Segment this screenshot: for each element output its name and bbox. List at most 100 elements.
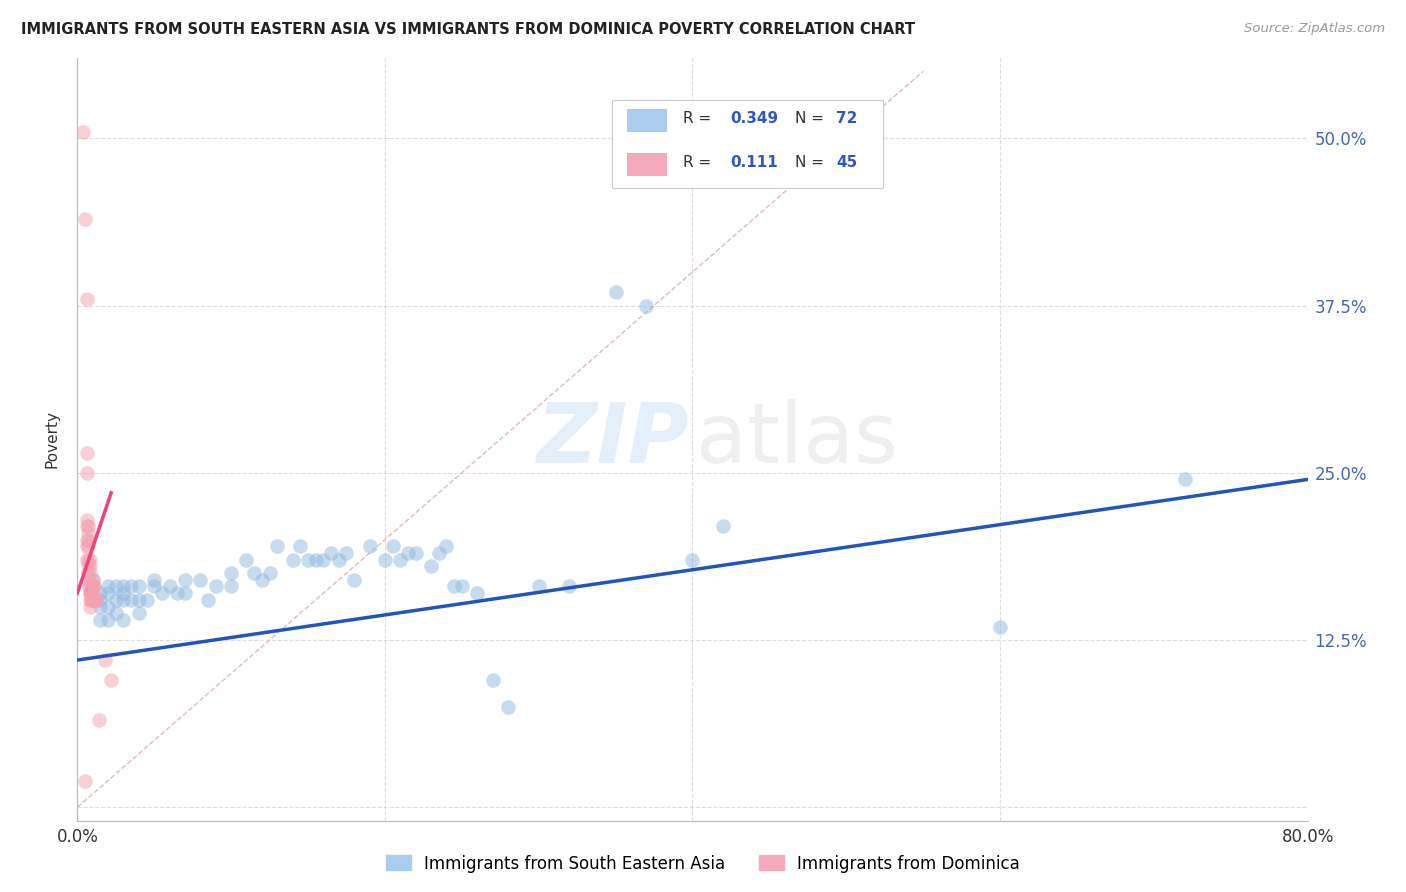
Point — [79, 552, 101, 567]
Point — [605, 285, 627, 300]
Point — [104, 593, 127, 607]
Point — [636, 298, 658, 313]
Point — [120, 593, 142, 607]
Point — [312, 552, 335, 567]
Point — [89, 586, 111, 600]
Point — [335, 546, 357, 560]
Point — [436, 539, 458, 553]
Point — [128, 580, 150, 594]
Point — [374, 552, 396, 567]
Point — [112, 613, 135, 627]
Point — [1174, 473, 1197, 487]
Point — [259, 566, 281, 581]
Point — [84, 593, 107, 607]
Text: atlas: atlas — [696, 399, 898, 480]
Point — [359, 539, 381, 553]
Point — [166, 586, 188, 600]
Point — [420, 559, 443, 574]
Point — [80, 593, 103, 607]
Point — [97, 613, 120, 627]
Point — [76, 446, 98, 460]
Point — [77, 573, 100, 587]
Point — [319, 546, 342, 560]
Point — [204, 580, 226, 594]
Point — [79, 586, 101, 600]
Text: N =: N = — [794, 155, 828, 170]
Point — [188, 573, 212, 587]
Point — [250, 573, 273, 587]
Point — [150, 586, 173, 600]
Point — [290, 539, 312, 553]
Point — [243, 566, 266, 581]
Text: R =: R = — [683, 112, 716, 127]
Point — [73, 211, 96, 226]
Point — [427, 546, 450, 560]
Point — [77, 519, 100, 533]
Point — [77, 533, 100, 547]
Point — [80, 586, 103, 600]
Point — [76, 533, 98, 547]
Point — [266, 539, 288, 553]
Point — [94, 653, 117, 667]
Point — [496, 699, 519, 714]
Point — [305, 552, 328, 567]
Text: ZIP: ZIP — [536, 399, 689, 480]
Point — [558, 580, 581, 594]
Point — [389, 552, 412, 567]
Point — [219, 580, 242, 594]
Text: 72: 72 — [837, 112, 858, 127]
Point — [396, 546, 419, 560]
Point — [79, 593, 101, 607]
Text: IMMIGRANTS FROM SOUTH EASTERN ASIA VS IMMIGRANTS FROM DOMINICA POVERTY CORRELATI: IMMIGRANTS FROM SOUTH EASTERN ASIA VS IM… — [21, 22, 915, 37]
Text: 0.349: 0.349 — [731, 112, 779, 127]
Point — [77, 526, 100, 541]
Point — [104, 607, 127, 621]
Point — [82, 573, 104, 587]
Point — [89, 613, 111, 627]
Point — [112, 593, 135, 607]
FancyBboxPatch shape — [613, 100, 883, 187]
Point — [135, 593, 157, 607]
Point — [405, 546, 427, 560]
Point — [80, 580, 103, 594]
Text: 45: 45 — [837, 155, 858, 170]
Point — [77, 552, 100, 567]
Point — [84, 593, 107, 607]
Point — [682, 552, 704, 567]
Point — [80, 586, 103, 600]
Point — [79, 566, 101, 581]
Point — [76, 519, 98, 533]
Point — [197, 593, 219, 607]
Point — [988, 619, 1011, 633]
Point — [281, 552, 304, 567]
Point — [83, 593, 105, 607]
Point — [381, 539, 404, 553]
Legend: Immigrants from South Eastern Asia, Immigrants from Dominica: Immigrants from South Eastern Asia, Immi… — [380, 848, 1026, 880]
Point — [711, 519, 734, 533]
Point — [77, 566, 100, 581]
Text: Source: ZipAtlas.com: Source: ZipAtlas.com — [1244, 22, 1385, 36]
Point — [97, 586, 120, 600]
Point — [97, 580, 120, 594]
Point — [82, 593, 104, 607]
Point — [89, 593, 111, 607]
Point — [79, 559, 101, 574]
Point — [174, 586, 197, 600]
Point — [297, 552, 319, 567]
Point — [104, 580, 127, 594]
Point — [76, 292, 98, 306]
Point — [128, 593, 150, 607]
Point — [77, 580, 100, 594]
Point — [77, 539, 100, 553]
Point — [128, 607, 150, 621]
Point — [100, 673, 122, 688]
Point — [159, 580, 181, 594]
Point — [76, 466, 98, 480]
Point — [82, 580, 104, 594]
Point — [465, 586, 488, 600]
Point — [79, 580, 101, 594]
Point — [443, 580, 465, 594]
Point — [89, 599, 111, 614]
Point — [87, 714, 110, 728]
Point — [82, 586, 104, 600]
